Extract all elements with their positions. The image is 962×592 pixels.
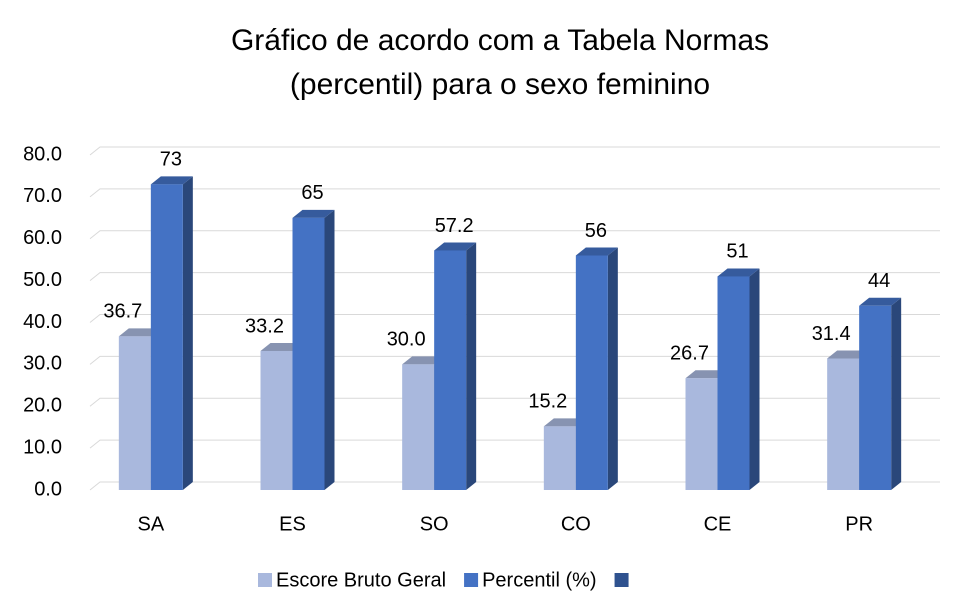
grid-line xyxy=(89,272,940,282)
data-label: 31.4 xyxy=(812,323,851,345)
legend-swatch xyxy=(464,573,479,587)
data-label: 15.2 xyxy=(528,391,567,413)
grid-line xyxy=(89,314,940,323)
bar xyxy=(717,268,760,490)
x-tick-label: SO xyxy=(420,513,449,535)
y-tick-label: 30.0 xyxy=(23,353,62,375)
grid-line xyxy=(89,439,940,449)
data-label: 56 xyxy=(585,220,607,242)
bar xyxy=(859,297,902,490)
y-tick-label: 10.0 xyxy=(23,436,62,458)
chart-title: (percentil) para o sexo feminino xyxy=(290,68,710,101)
grid-line xyxy=(89,230,940,240)
y-tick-label: 80.0 xyxy=(23,143,62,165)
grid-line xyxy=(89,188,940,198)
x-tick-label: CE xyxy=(704,513,732,535)
data-label: 73 xyxy=(160,149,182,171)
x-tick-label: ES xyxy=(279,513,306,535)
data-label: 26.7 xyxy=(670,342,709,364)
data-label: 57.2 xyxy=(435,215,474,237)
grid-line xyxy=(89,397,940,407)
grid-line xyxy=(89,355,940,365)
bar xyxy=(150,176,193,490)
legend-swatch xyxy=(258,573,272,587)
y-tick-label: 70.0 xyxy=(23,185,62,207)
y-tick-label: 50.0 xyxy=(23,269,62,291)
x-tick-label: CO xyxy=(561,513,591,535)
x-tick-label: PR xyxy=(845,513,873,535)
data-label: 51 xyxy=(726,241,748,263)
chart-title: Gráfico de acordo com a Tabela Normas xyxy=(231,24,769,57)
y-tick-label: 20.0 xyxy=(23,395,62,417)
grid-line xyxy=(89,146,940,156)
legend-swatch xyxy=(614,573,629,587)
legend-label: Escore Bruto Geral xyxy=(276,569,446,591)
bar xyxy=(575,247,618,490)
data-label: 44 xyxy=(868,270,890,292)
y-tick-label: 60.0 xyxy=(23,227,62,249)
legend-label: Percentil (%) xyxy=(482,569,596,591)
data-label: 30.0 xyxy=(387,329,426,351)
y-tick-label: 0.0 xyxy=(34,478,62,500)
bar xyxy=(434,242,477,490)
x-tick-label: SA xyxy=(137,513,164,535)
grid-line xyxy=(89,481,940,491)
data-label: 33.2 xyxy=(245,315,284,337)
data-label: 36.7 xyxy=(103,301,142,323)
y-tick-label: 40.0 xyxy=(23,311,62,333)
bar xyxy=(292,209,335,490)
data-label: 65 xyxy=(301,182,323,204)
